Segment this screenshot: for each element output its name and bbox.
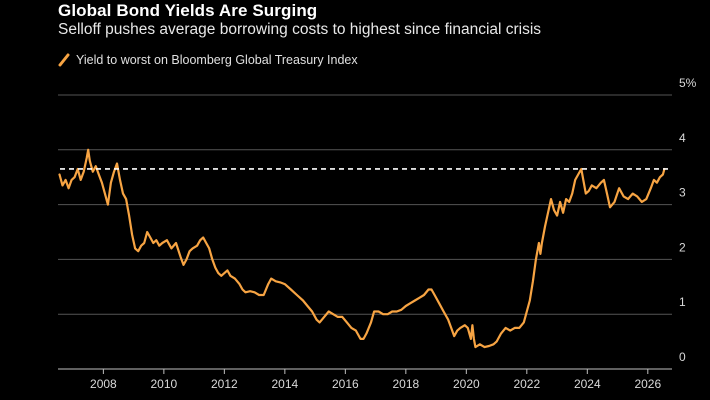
x-tick-label-2020: 2020	[453, 377, 480, 391]
series-line-0	[58, 148, 666, 349]
x-tick-label-2014: 2014	[271, 377, 298, 391]
series-layer	[58, 148, 666, 349]
x-tick-label-2010: 2010	[151, 377, 178, 391]
y-axis: 5% 4 3 2 1 0	[679, 76, 697, 364]
x-tick-label-2016: 2016	[332, 377, 359, 391]
x-tick-label-2026: 2026	[634, 377, 661, 391]
y-tick-label-3: 3	[679, 186, 686, 200]
y-tick-label-5: 5%	[679, 76, 697, 90]
y-tick-label-1: 1	[679, 295, 686, 309]
x-axis: 2008 2010 2012 2014 2016 2018 2020 2022 2024 2026	[58, 368, 672, 391]
y-tick-label-0: 0	[679, 350, 686, 364]
x-tick-label-2018: 2018	[392, 377, 419, 391]
x-tick-label-2024: 2024	[574, 377, 601, 391]
y-tick-label-2: 2	[679, 240, 686, 254]
y-tick-label-4: 4	[679, 131, 686, 145]
x-tick-label-2022: 2022	[513, 377, 540, 391]
legend-swatch-icon	[58, 53, 70, 67]
grid-layer	[58, 94, 672, 315]
x-tick-label-2008: 2008	[90, 377, 117, 391]
legend: Yield to worst on Bloomberg Global Treas…	[58, 51, 358, 69]
chart-title: Global Bond Yields Are Surging	[58, 1, 318, 20]
legend-label: Yield to worst on Bloomberg Global Treas…	[76, 53, 358, 67]
chart-subtitle: Selloff pushes average borrowing costs t…	[58, 21, 542, 38]
x-tick-label-2012: 2012	[211, 377, 238, 391]
